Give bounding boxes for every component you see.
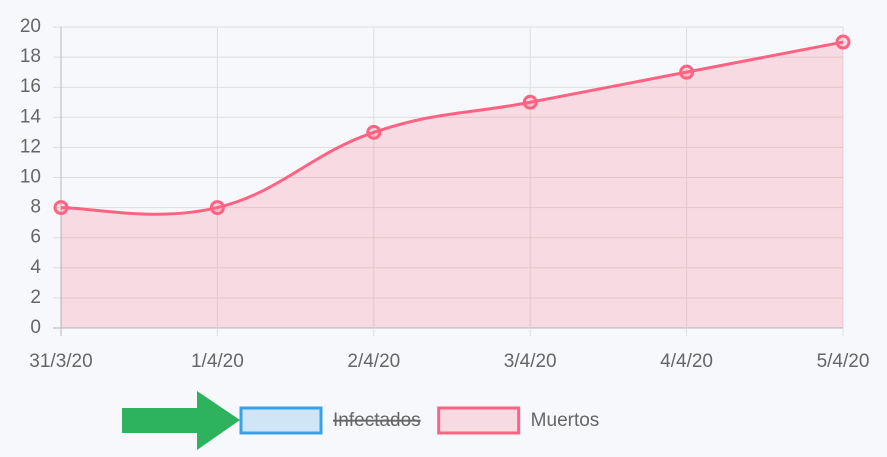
y-tick-label: 0 [30,317,41,338]
y-tick-label: 18 [20,46,41,67]
x-tick-label: 1/4/20 [191,351,244,372]
x-tick-label: 4/4/20 [660,351,713,372]
x-tick-label: 2/4/20 [347,351,400,372]
y-tick-label: 2 [30,287,41,308]
y-tick-label: 20 [20,16,41,37]
point [679,64,695,80]
x-tick-label: 3/4/20 [504,351,557,372]
point [366,124,382,140]
y-tick-label: 6 [30,227,41,248]
legend-swatch[interactable] [239,406,323,435]
y-tick-label: 4 [30,257,41,278]
line [60,40,844,216]
x-tick-label: 5/4/20 [817,351,870,372]
area [61,42,843,329]
y-tick-label: 14 [20,106,42,127]
point [522,94,538,110]
legend-swatch[interactable] [437,406,521,435]
x-tick-label: 31/3/20 [29,351,92,372]
green-arrow [122,391,240,450]
y-tick-label: 12 [20,136,41,157]
point [53,200,69,216]
y-tick-label: 8 [30,197,41,218]
point [209,200,225,216]
y-tick-label: 16 [20,76,41,97]
legend-label[interactable]: Muertos [531,410,600,431]
y-tick-label: 10 [20,167,41,188]
legend-label[interactable]: Infectados [333,410,421,431]
point [835,34,851,50]
